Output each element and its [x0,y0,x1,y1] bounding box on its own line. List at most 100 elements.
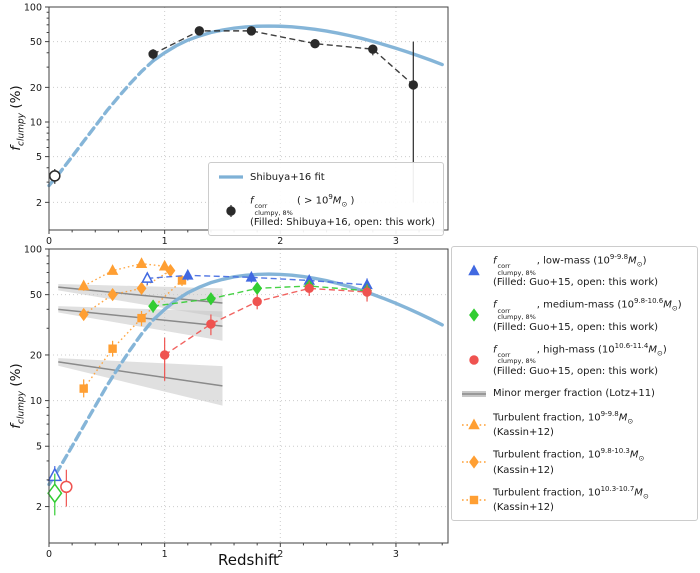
panel-border [48,248,449,544]
bottom-legend: f corr clumpy, 8%, low-mass (109-9.8M⊙) (Fi… [451,246,698,522]
fit-line-solid [151,24,444,67]
x-tick-label: 2 [277,549,283,560]
fit-line-dashed [47,318,155,487]
marker-square [137,313,146,323]
marker-circle [310,38,320,49]
y-tick-label: 2 [36,198,42,209]
marker-triangle [141,271,154,283]
marker-diamond [47,482,63,504]
marker-diamond [78,307,89,322]
legend-icon-band [462,390,486,397]
legend-entry: f corr clumpy, 8% ( > 109M⊙ ) (Filled: Shib… [217,193,435,229]
marker-circle [48,170,61,182]
marker-square [79,384,88,393]
y-tick-label: 2 [36,502,42,513]
merger-band [58,358,223,406]
marker-circle [206,319,216,329]
legend-entry: f corr clumpy, 8%, low-mass (109-9.8M⊙) (Fi… [460,253,689,289]
y-tick-label: 10 [30,117,42,128]
marker-circle [408,80,419,90]
marker-circle [362,287,372,297]
merger-band [58,283,223,318]
legend-icon-diamond [462,455,486,469]
marker-triangle [468,264,480,276]
legend-icon-circle [469,355,479,365]
legend-entry: f corr clumpy, 8%, medium-mass (109.8-10.6… [460,297,689,333]
x-tick-label: 3 [393,236,399,247]
legend-label: Turbulent fraction, 109-9.8M⊙ (Kassin+12… [493,409,634,439]
marker-square [108,344,117,353]
marker-triangle [158,259,171,271]
marker-diamond [205,292,216,306]
marker-diamond [107,287,118,302]
marker-circle [159,350,170,360]
legend-entry: Shibuya+16 fit [217,169,435,185]
marker-circle [226,206,236,216]
y-tick-label: 50 [30,290,42,301]
marker-diamond [469,308,479,323]
x-tick-label: 0 [46,236,52,247]
x-tick-label: 1 [162,236,168,247]
legend-icon-triangle [468,264,480,276]
marker-circle [194,26,205,36]
series-line [83,279,183,390]
series-turbulent-low-mass [77,257,171,291]
marker-triangle [106,264,119,275]
y-tick-label: 100 [24,2,42,13]
fit-line-dashed [47,59,155,188]
top-legend: Shibuya+16 fit f corr clumpy, 8% ( > 109M⊙ … [208,162,444,237]
y-tick-label: 5 [36,442,42,453]
y-tick-label: 50 [30,37,42,48]
marker-triangle [77,279,90,291]
legend-label: f corr clumpy, 8%, high-mass (1010.6-11.4M… [493,341,667,377]
merger-band [58,306,223,341]
x-tick-label: 3 [393,549,399,560]
marker-circle [60,480,73,494]
x-tick-label: 1 [162,549,168,560]
y-axis-label-top: fclumpy (%) [8,85,27,151]
marker-circle [252,296,262,307]
series-line [147,274,368,286]
legend-icon-circle [226,205,236,218]
marker-circle [246,26,257,36]
marker-diamond [148,299,159,313]
y-tick-label: 20 [30,83,42,94]
y-tick-label: 20 [30,350,42,361]
marker-diamond [469,455,479,469]
legend-entry: Turbulent fraction, 109-9.8M⊙ (Kassin+12… [460,410,689,439]
bottom-panel: 0 1 2 3 2 5 10 20 50 100 [24,244,449,560]
y-axis-label-bottom: fclumpy (%) [8,363,27,429]
legend-label: f corr clumpy, 8%, medium-mass (109.8-10.6… [493,297,682,333]
x-axis-label: Redshift [218,551,279,569]
legend-label: Minor merger fraction (Lotz+11) [493,388,655,400]
y-tick-label: 10 [30,396,42,407]
marker-triangle [135,257,148,268]
legend-label: Turbulent fraction, 1010.3-10.7M⊙ (Kassi… [493,484,649,514]
legend-label: Turbulent fraction, 109.8-10.3M⊙ (Kassin… [493,447,645,476]
merger-fraction-line [58,361,223,387]
marker-square [177,276,187,285]
marker-square [469,495,479,504]
marker-diamond [136,281,147,296]
marker-circle [304,283,314,294]
legend-icon-square [462,495,486,504]
legend-icon-triangle [462,418,486,429]
legend-entry: Turbulent fraction, 1010.3-10.7M⊙ (Kassi… [460,485,689,514]
legend-icon-line [219,175,243,179]
series-turbulent-high-mass [79,275,187,398]
legend-icon-diamond [469,308,479,323]
legend-label: Shibuya+16 fit [250,171,325,183]
fit-line-solid [151,272,444,327]
legend-label: f corr clumpy, 8% ( > 109M⊙ ) (Filled: Shib… [250,193,435,229]
x-tick-label: 2 [277,236,283,247]
series-line [83,270,171,316]
marker-triangle [182,268,194,280]
marker-triangle [245,270,258,282]
y-tick-label: 5 [36,152,42,163]
marker-diamond [252,281,263,296]
series-line [152,30,414,86]
legend-entry: Minor merger fraction (Lotz+11) [460,386,689,402]
legend-label: f corr clumpy, 8%, low-mass (109-9.8M⊙) (Fi… [493,253,659,289]
y-tick-label: 100 [24,244,42,255]
